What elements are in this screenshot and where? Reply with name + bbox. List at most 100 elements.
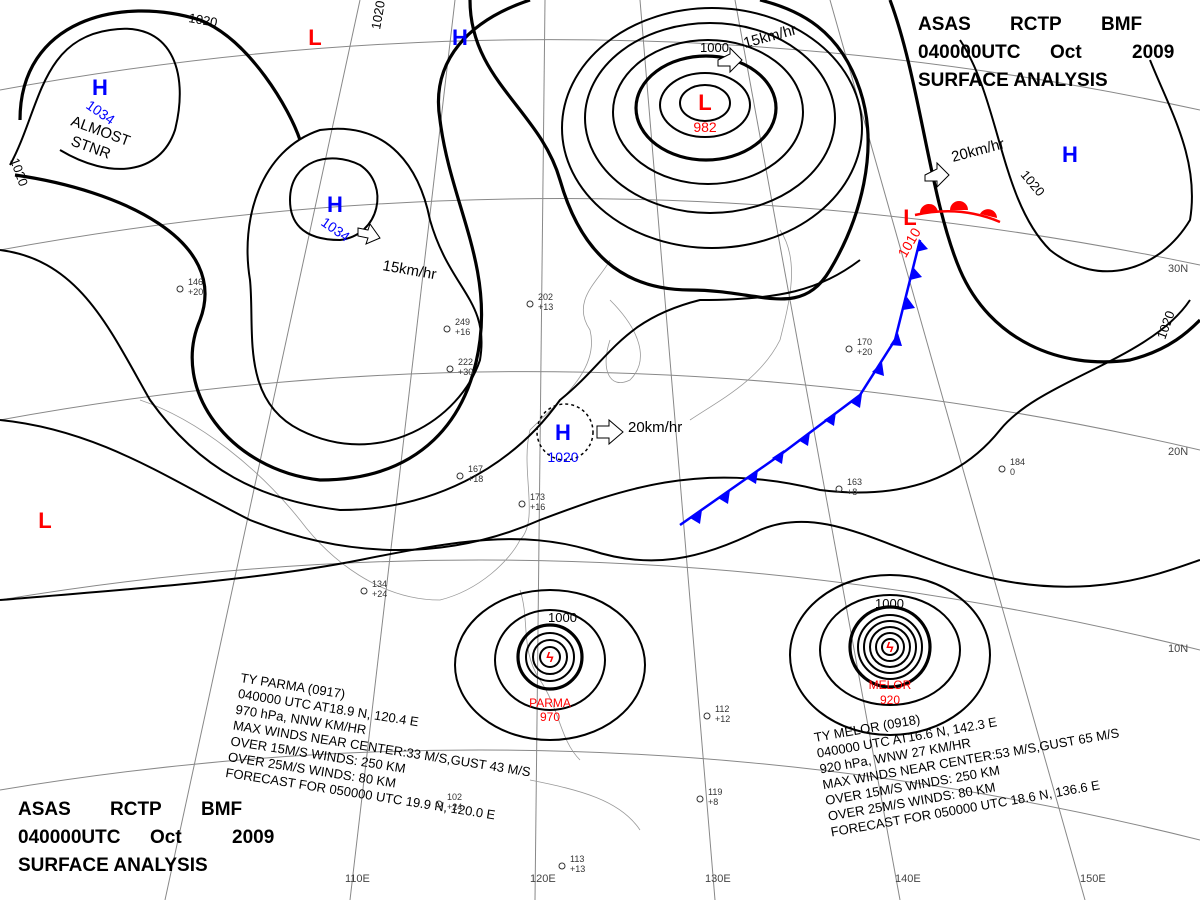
station-value: 146 xyxy=(188,277,203,287)
meridian xyxy=(639,0,716,900)
isobar xyxy=(819,594,961,706)
front-triangle xyxy=(718,490,730,504)
front-triangle xyxy=(824,412,836,426)
header-product: SURFACE ANALYSIS xyxy=(918,70,1108,91)
typhoon-symbol: ϟ xyxy=(546,649,554,665)
front-triangle xyxy=(850,394,862,408)
front-triangle xyxy=(872,362,884,376)
pressure-center-symbol: L xyxy=(38,508,51,533)
longitude-label: 130E xyxy=(705,873,731,885)
station-value: 102 xyxy=(447,792,462,802)
pressure-center-symbol: L xyxy=(698,90,711,115)
pressure-center-symbol: L xyxy=(308,25,321,50)
header-time: 040000UTC xyxy=(918,42,1021,63)
station-value: +13 xyxy=(538,302,553,312)
station-value: +16 xyxy=(530,502,545,512)
station-value: +12 xyxy=(715,714,730,724)
meridian xyxy=(164,0,361,900)
isobar-label: 1000 xyxy=(875,596,904,611)
front-triangle xyxy=(772,450,784,464)
front-semicircle xyxy=(919,203,938,214)
header-time: 040000UTC xyxy=(18,827,121,848)
meridian xyxy=(829,0,1086,900)
station-marker xyxy=(435,800,443,808)
isobar xyxy=(888,0,1200,364)
header-agency: RCTP xyxy=(1010,14,1062,35)
pressure-center-symbol: L xyxy=(903,205,916,230)
header-agency: BMF xyxy=(1101,14,1142,35)
isobar xyxy=(454,589,646,741)
isobar xyxy=(516,623,584,691)
front-triangle xyxy=(746,470,758,484)
front-triangle xyxy=(903,297,915,310)
station-value: +8 xyxy=(708,797,718,807)
station-marker xyxy=(526,300,534,308)
meridian xyxy=(534,0,546,900)
pressure-center-value: 1020 xyxy=(547,449,578,465)
station-value: +8 xyxy=(847,487,857,497)
station-marker xyxy=(703,712,711,720)
station-value: 184 xyxy=(1010,457,1025,467)
station-value: 163 xyxy=(847,477,862,487)
isobar xyxy=(875,632,905,662)
coastline xyxy=(139,259,611,601)
station-value: +20 xyxy=(857,347,872,357)
parallel xyxy=(0,198,1200,266)
meridian xyxy=(734,0,901,900)
parallel xyxy=(0,749,1200,841)
pressure-center-symbol: H xyxy=(555,420,571,445)
high-outline xyxy=(536,403,594,461)
header-time: Oct xyxy=(150,827,182,848)
isobar xyxy=(0,520,1200,601)
station-value: +13 xyxy=(570,864,585,874)
station-value: 249 xyxy=(455,317,470,327)
station-value: 222 xyxy=(458,357,473,367)
pressure-center-symbol: H xyxy=(327,192,343,217)
station-value: 112 xyxy=(715,704,729,714)
longitude-label: 110E xyxy=(345,873,370,885)
station-marker xyxy=(835,485,843,493)
isobar xyxy=(863,620,917,674)
motion-arrow xyxy=(357,222,381,245)
header-time: Oct xyxy=(1050,42,1082,63)
station-marker xyxy=(446,365,454,373)
isobar xyxy=(869,626,911,668)
station-value: +16 xyxy=(455,327,470,337)
isobar xyxy=(561,7,863,249)
station-value: 119 xyxy=(708,787,722,797)
isobar xyxy=(246,127,483,446)
station-value: +24 xyxy=(372,589,387,599)
station-value: 202 xyxy=(538,292,553,302)
isobar xyxy=(525,632,575,682)
cold-front-symbols xyxy=(690,239,928,524)
isobar xyxy=(0,299,1191,551)
parallel xyxy=(0,371,1200,451)
coastline xyxy=(529,779,641,831)
station-marker xyxy=(518,500,526,508)
parallel xyxy=(0,559,1200,651)
fronts xyxy=(679,201,1001,527)
pressure-center-symbol: H xyxy=(1062,142,1078,167)
isobar-label: 1000 xyxy=(700,40,729,55)
isobars xyxy=(0,0,1200,601)
station-marker xyxy=(443,325,451,333)
longitude-label: 120E xyxy=(530,873,556,885)
isobar xyxy=(9,27,181,170)
isobar xyxy=(288,157,379,242)
latitude-label: 30N xyxy=(1168,263,1188,275)
front-triangle xyxy=(916,239,928,252)
coastline xyxy=(605,299,641,383)
isobar xyxy=(494,609,606,711)
isobar xyxy=(848,605,932,689)
front-triangle xyxy=(798,432,810,446)
parallel xyxy=(0,39,1200,111)
coastline xyxy=(689,229,792,421)
station-marker xyxy=(558,862,566,870)
station-value: 170 xyxy=(857,337,872,347)
station-value: 134 xyxy=(372,579,387,589)
header-agency: BMF xyxy=(201,799,242,820)
pressure-center-symbol: H xyxy=(92,75,108,100)
typhoon-pressure: 970 xyxy=(540,710,560,724)
